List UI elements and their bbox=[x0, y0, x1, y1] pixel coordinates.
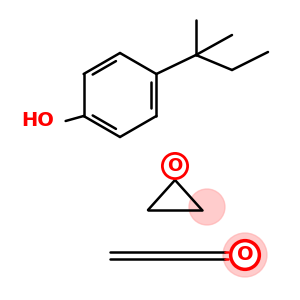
Text: O: O bbox=[237, 245, 253, 265]
Circle shape bbox=[189, 189, 225, 225]
Text: O: O bbox=[167, 157, 183, 175]
Circle shape bbox=[223, 233, 267, 277]
Text: HO: HO bbox=[21, 112, 54, 130]
